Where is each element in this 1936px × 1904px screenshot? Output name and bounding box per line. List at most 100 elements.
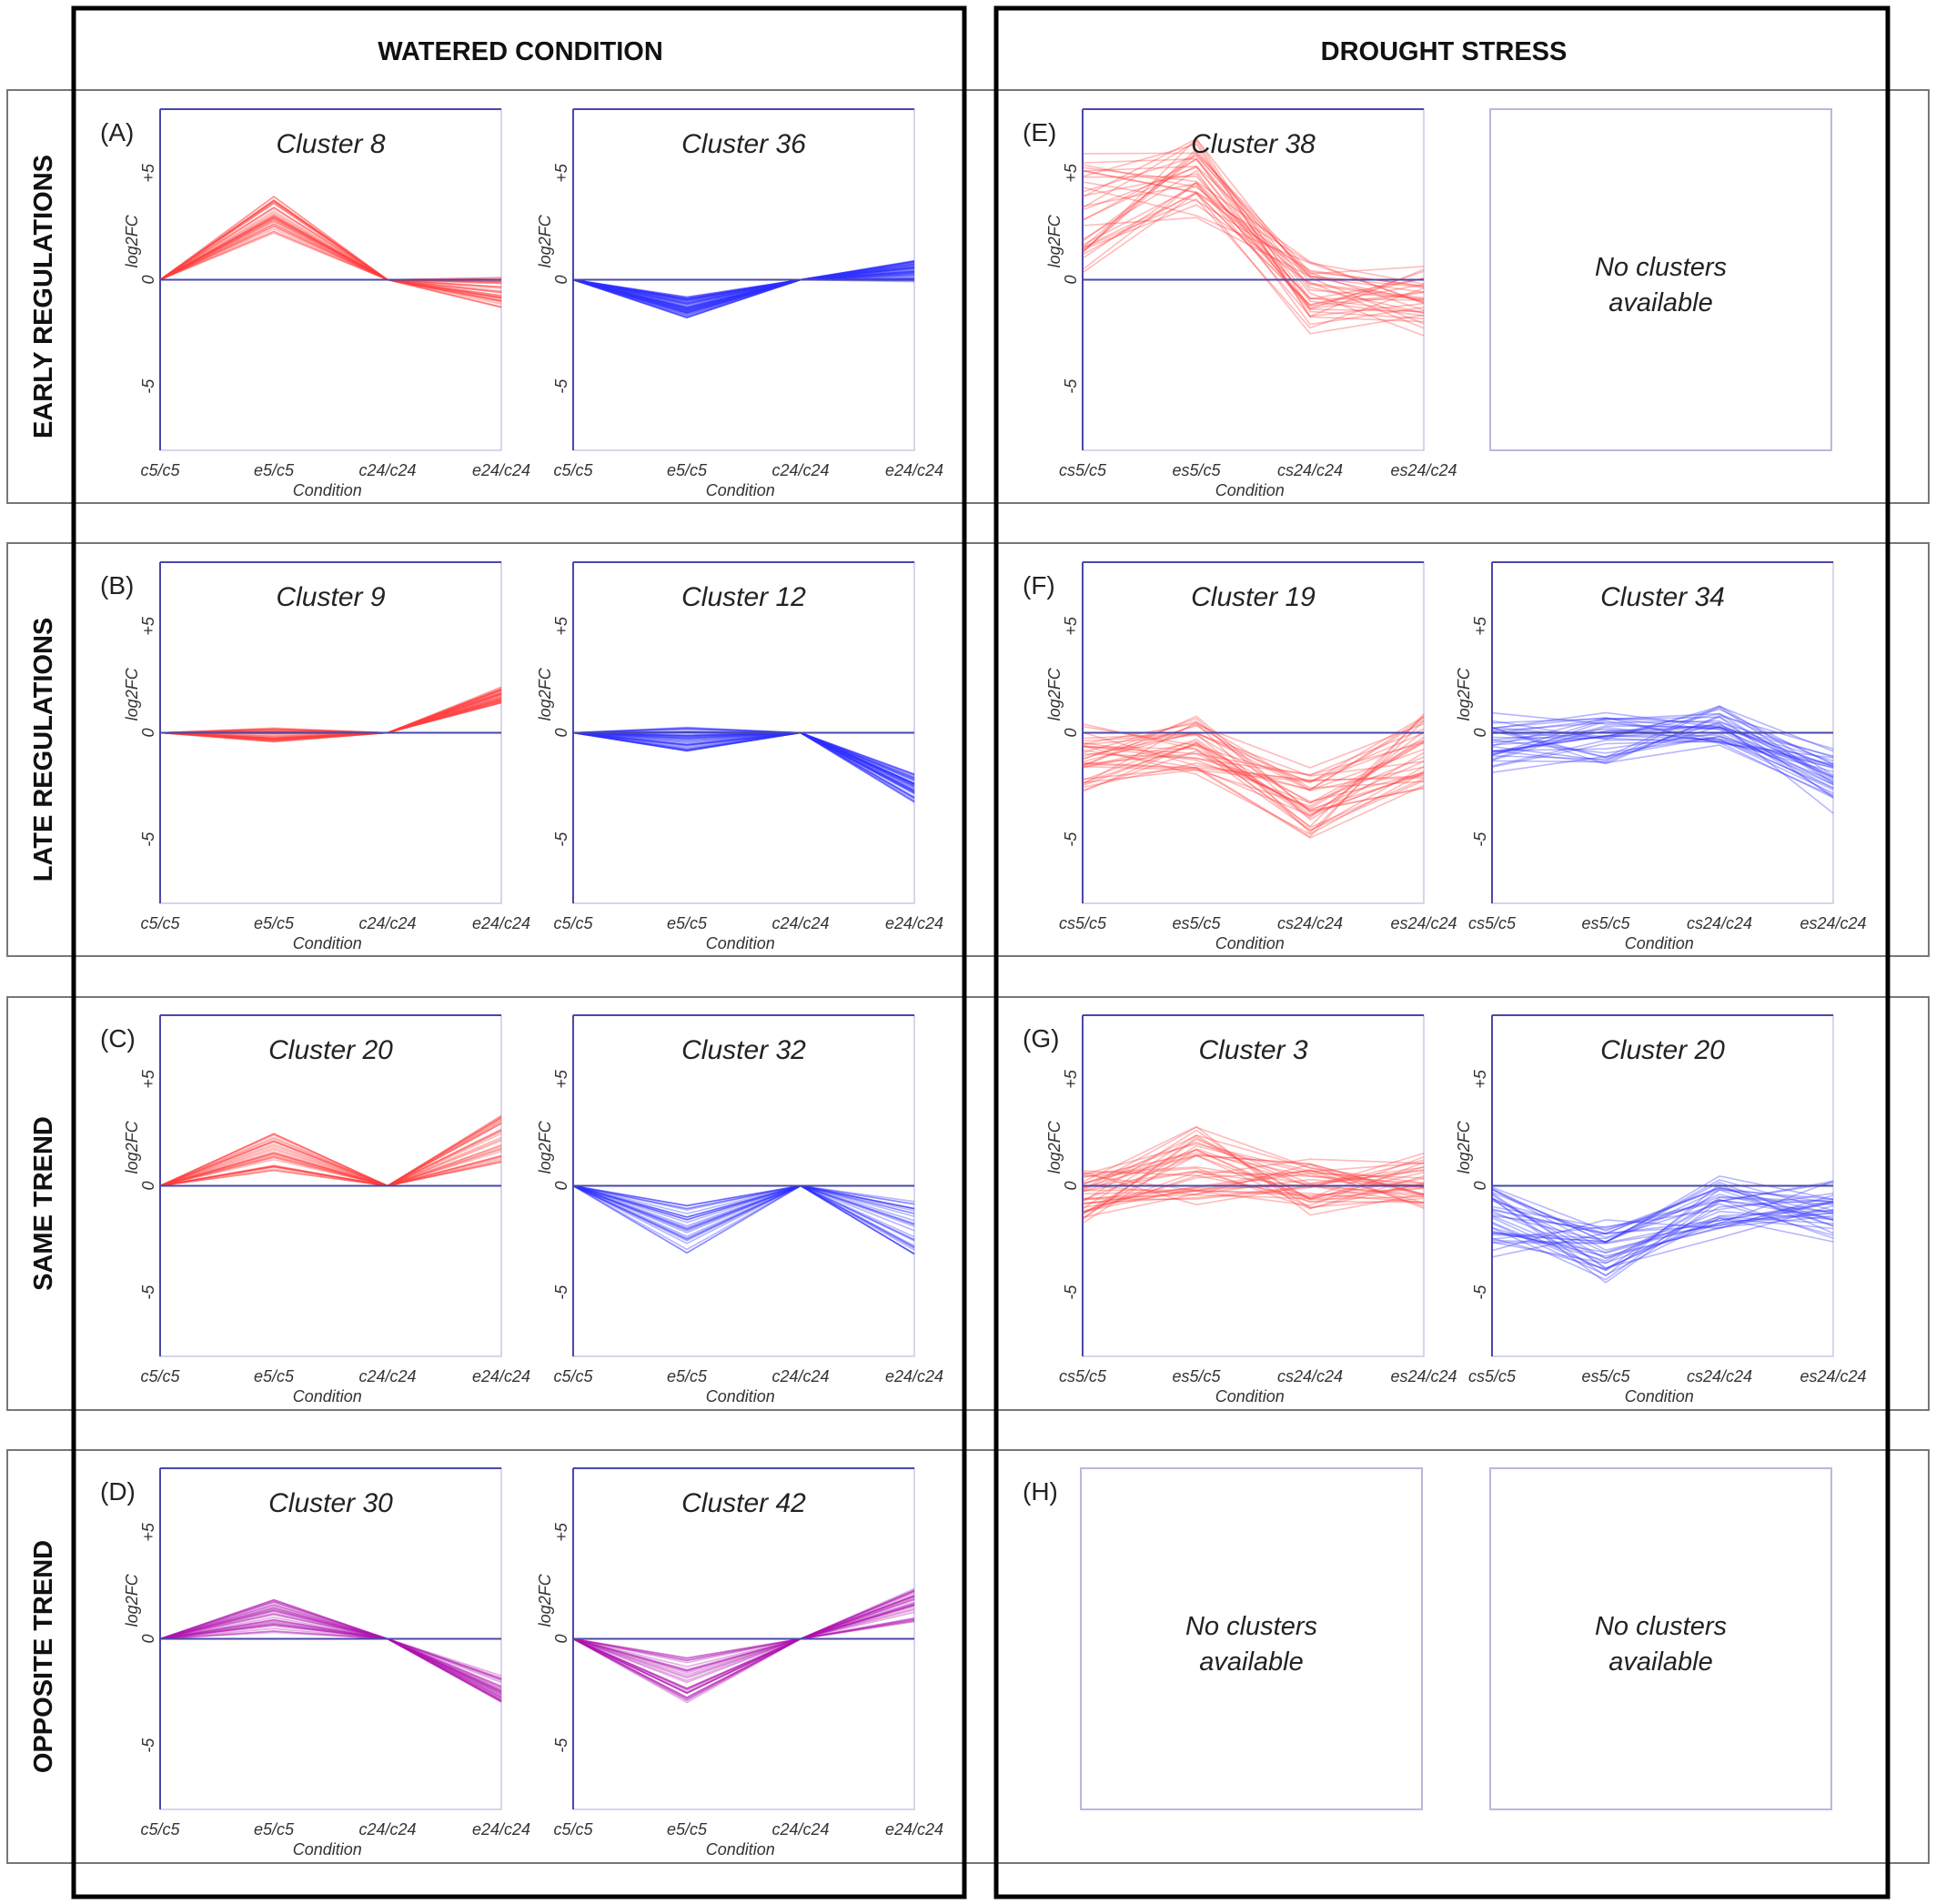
gene-profile-line — [572, 275, 915, 311]
gene-profile-line — [1082, 749, 1425, 781]
y-tick-label: 0 — [139, 1181, 157, 1190]
gene-profile-line — [572, 731, 915, 784]
y-tick-label: 0 — [1471, 1181, 1489, 1190]
gene-profile-line — [1082, 1168, 1425, 1206]
gene-profile-line — [1082, 151, 1425, 325]
gene-profile-line — [572, 259, 915, 310]
gene-profile-line — [1082, 731, 1425, 782]
gene-profile-line — [1491, 1215, 1834, 1254]
panel-13: (D)+5 0 -5 log2FC c5/c5 e5/c5 c24/c24 e24/c24 Co… — [100, 1467, 530, 1859]
gene-profile-line — [572, 1589, 915, 1694]
gene-profile-line — [572, 1601, 915, 1684]
gene-profile-line — [572, 731, 915, 775]
gene-profile-line — [572, 1184, 915, 1211]
y-tick-label: +5 — [552, 1522, 570, 1542]
gene-profile-line — [1082, 1134, 1425, 1210]
column-frame-drought — [993, 5, 1891, 1899]
x-tick-label: c5/c5 — [553, 1820, 593, 1839]
gene-profile-line — [1082, 1126, 1425, 1195]
gene-profile-line — [572, 271, 915, 299]
gene-profile-line — [572, 272, 915, 319]
gene-profile-line — [159, 1133, 502, 1187]
gene-profile-line — [572, 731, 915, 800]
gene-profile-line — [1082, 217, 1425, 293]
panel-title: Cluster 19 — [1191, 582, 1316, 612]
gene-profile-line — [1491, 1194, 1834, 1244]
x-axis-label: Condition — [293, 1840, 362, 1859]
y-tick-label: +5 — [139, 163, 157, 183]
gene-profile-line — [159, 1130, 502, 1187]
gene-profile-line — [572, 731, 915, 794]
gene-profile-line — [159, 199, 502, 308]
y-tick-label: +5 — [139, 1069, 157, 1089]
x-tick-label: es24/c24 — [1390, 914, 1457, 932]
gene-profile-line — [572, 731, 915, 785]
gene-profile-line — [572, 271, 915, 318]
gene-profile-line — [572, 728, 915, 791]
gene-profile-line — [159, 217, 502, 299]
gene-profile-line — [572, 1592, 915, 1664]
gene-profile-line — [159, 202, 502, 284]
y-tick-label: 0 — [552, 1634, 570, 1643]
gene-profile-line — [1491, 720, 1834, 781]
gene-profile-line — [1491, 716, 1834, 799]
gene-profile-line — [572, 1590, 915, 1694]
gene-profile-line — [1082, 720, 1425, 812]
gene-profile-line — [1491, 1217, 1834, 1276]
x-tick-label: e5/c5 — [254, 1367, 295, 1385]
gene-profile-line — [159, 1121, 502, 1187]
gene-profile-line — [1491, 1189, 1834, 1243]
gene-profile-line — [1491, 1184, 1834, 1277]
y-tick-label: +5 — [552, 616, 570, 636]
gene-profile-line — [572, 1602, 915, 1677]
panel-14: +5 0 -5 log2FC c5/c5 e5/c5 c24/c24 e24/c24 Condi… — [536, 1467, 943, 1859]
gene-profile-line — [1082, 191, 1425, 303]
x-tick-label: e24/c24 — [885, 461, 943, 479]
gene-profile-line — [1082, 1125, 1425, 1216]
gene-profile-line — [572, 269, 915, 308]
x-axis-label: Condition — [293, 1387, 362, 1405]
x-axis-label: Condition — [293, 934, 362, 952]
x-tick-label: e5/c5 — [254, 1820, 295, 1839]
gene-profile-line — [1082, 731, 1425, 791]
gene-profile-line — [159, 206, 502, 292]
gene-profile-line — [159, 1630, 502, 1687]
gene-profile-line — [572, 1597, 915, 1702]
gene-profile-line — [572, 263, 915, 315]
x-axis-label: Condition — [1215, 934, 1285, 952]
gene-profile-line — [1082, 744, 1425, 804]
panel-letter: (C) — [100, 1024, 136, 1053]
gene-profile-line — [159, 690, 502, 743]
gene-profile-line — [159, 1630, 502, 1698]
gene-profile-line — [1082, 717, 1425, 791]
gene-profile-line — [159, 1631, 502, 1697]
gene-profile-line — [1491, 1198, 1834, 1272]
panel-15: (H) No clusters available — [1023, 1467, 1423, 1810]
panel-12: +5 0 -5 log2FC cs5/c5 es5/c5 cs24/c24 es24/c24 C… — [1455, 1014, 1867, 1405]
gene-profile-line — [1082, 1149, 1425, 1201]
gene-profile-line — [572, 1603, 915, 1682]
gene-profile-line — [159, 693, 502, 740]
y-tick-label: -5 — [139, 378, 157, 394]
gene-profile-line — [159, 222, 502, 294]
gene-profile-line — [572, 1184, 915, 1224]
x-tick-label: e24/c24 — [472, 1367, 530, 1385]
gene-profile-line — [159, 1624, 502, 1679]
gene-profile-line — [572, 1620, 915, 1689]
series-lines — [1082, 1125, 1425, 1224]
gene-profile-line — [1491, 1203, 1834, 1240]
gene-profile-line — [159, 1600, 502, 1687]
x-tick-label: c24/c24 — [771, 1367, 829, 1385]
panel-title: Cluster 38 — [1191, 129, 1316, 159]
gene-profile-line — [1491, 736, 1834, 799]
gene-profile-line — [1082, 740, 1425, 815]
gene-profile-line — [572, 731, 915, 802]
gene-profile-line — [1491, 1180, 1834, 1264]
gene-profile-line — [1491, 1197, 1834, 1254]
gene-profile-line — [159, 1622, 502, 1689]
x-tick-label: e24/c24 — [472, 461, 530, 479]
x-tick-label: es5/c5 — [1581, 914, 1630, 932]
y-tick-label: -5 — [552, 831, 570, 847]
panel-title: Cluster 42 — [681, 1488, 806, 1518]
gene-profile-line — [1082, 1174, 1425, 1204]
